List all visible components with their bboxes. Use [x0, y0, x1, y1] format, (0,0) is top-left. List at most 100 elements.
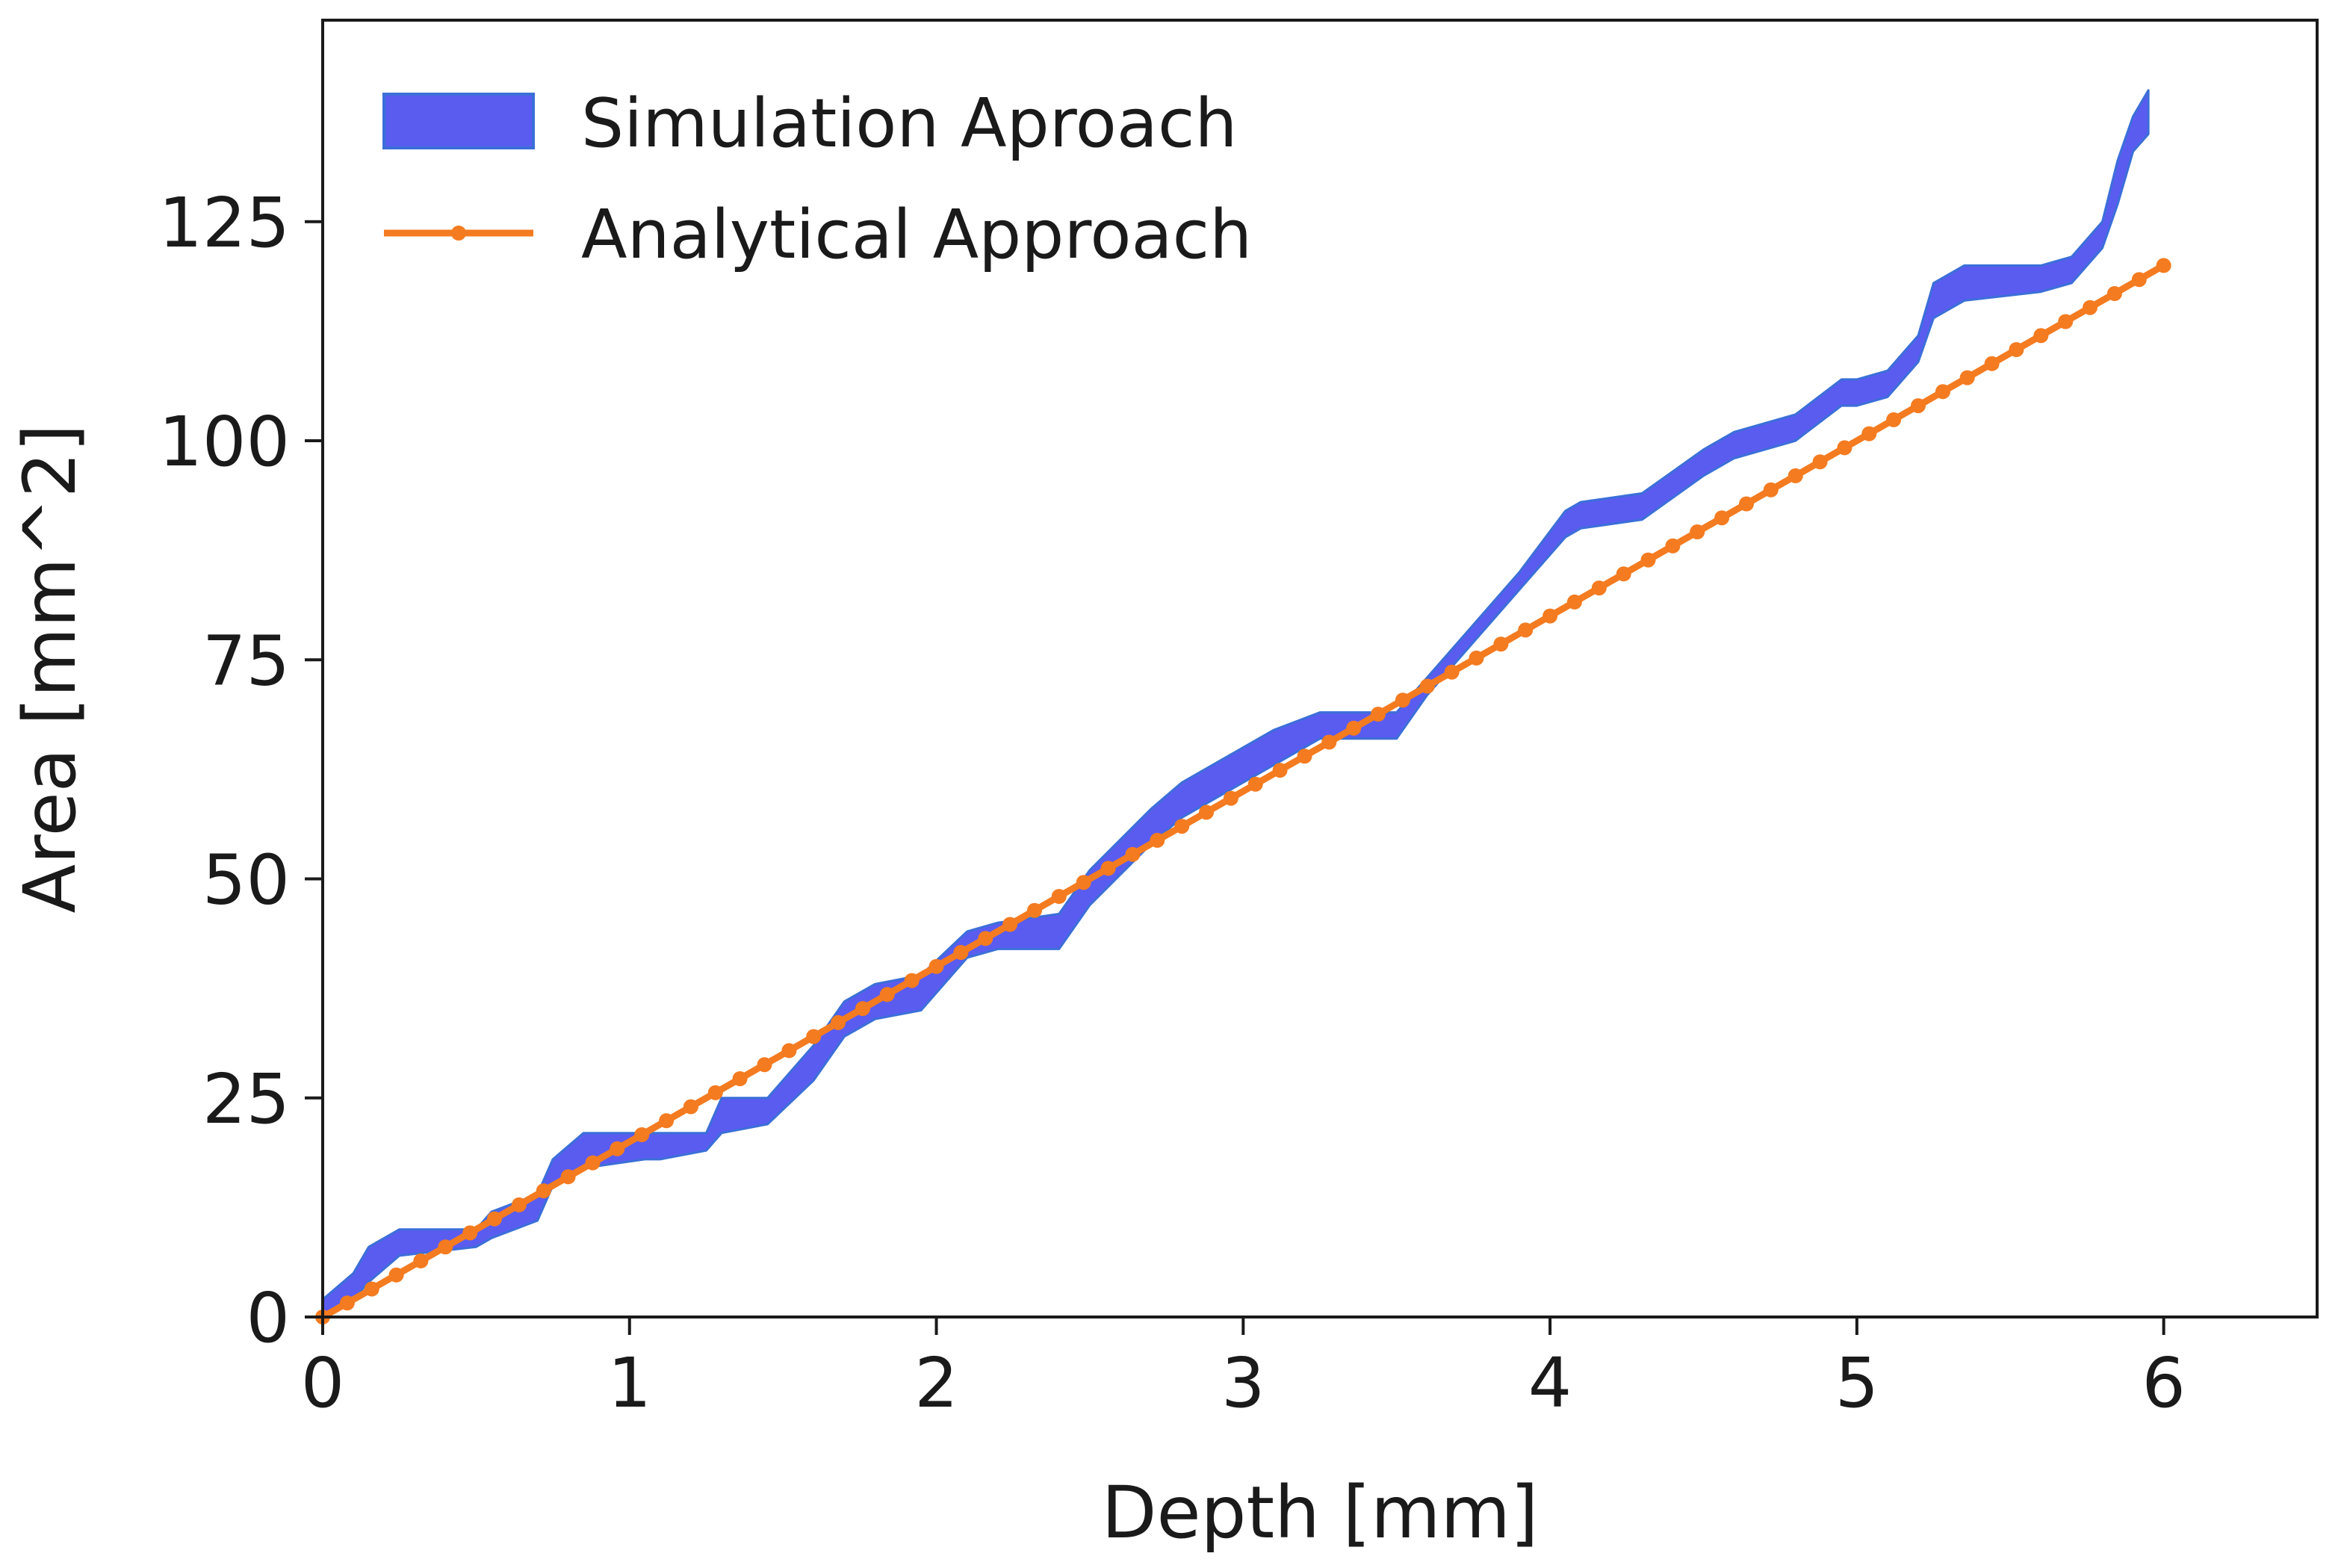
analytical-marker	[1371, 707, 1386, 722]
analytical-marker	[1861, 426, 1877, 441]
analytical-marker	[511, 1197, 527, 1212]
analytical-marker	[2058, 314, 2074, 329]
plot-content	[315, 89, 2171, 1324]
analytical-marker	[757, 1057, 772, 1073]
legend: Simulation Aproach Analytical Approach	[382, 84, 1252, 274]
analytical-marker	[707, 1085, 723, 1100]
analytical-marker	[1566, 594, 1582, 610]
analytical-marker	[1518, 622, 1534, 638]
analytical-marker	[732, 1071, 748, 1086]
analytical-marker	[1959, 370, 1975, 385]
analytical-marker	[1493, 636, 1509, 652]
x-axis-title: Depth [mm]	[1102, 1471, 1539, 1555]
x-axis-ticks: 0 1 2 3 4 5 6	[301, 1317, 2186, 1423]
analytical-marker	[1444, 664, 1460, 680]
analytical-marker	[831, 1014, 846, 1030]
y-tick-label: 0	[246, 1278, 290, 1358]
x-tick-label: 4	[1528, 1343, 1572, 1423]
analytical-marker	[1591, 580, 1607, 596]
analytical-marker	[1788, 468, 1803, 483]
analytical-marker	[1665, 538, 1681, 554]
y-tick-label: 25	[202, 1059, 290, 1139]
analytical-marker	[487, 1211, 502, 1227]
analytical-marker	[928, 958, 944, 974]
analytical-marker	[1076, 875, 1091, 890]
analytical-marker	[1714, 510, 1730, 526]
analytical-marker	[585, 1155, 601, 1171]
analytical-marker	[904, 973, 920, 988]
analytical-marker	[879, 987, 895, 1003]
analytical-marker	[1640, 552, 1656, 568]
analytical-marker	[2033, 328, 2049, 344]
analytical-marker	[339, 1295, 355, 1311]
analytical-marker	[978, 931, 993, 946]
x-tick-label: 6	[2142, 1343, 2186, 1423]
analytical-marker	[536, 1183, 551, 1199]
x-tick-label: 2	[914, 1343, 958, 1423]
analytical-marker	[2131, 272, 2147, 288]
analytical-marker	[1297, 749, 1312, 764]
plot-frame	[321, 19, 2319, 1318]
analytical-marker	[1002, 917, 1018, 932]
analytical-marker	[1027, 902, 1042, 918]
analytical-marker	[1150, 832, 1165, 848]
analytical-marker	[1395, 692, 1410, 708]
analytical-marker	[1543, 608, 1558, 624]
analytical-marker	[1935, 384, 1950, 400]
analytical-marker	[1199, 805, 1214, 820]
analytical-marker	[2156, 258, 2171, 273]
x-tick-label: 0	[301, 1343, 345, 1423]
legend-label-simulation: Simulation Aproach	[581, 84, 1237, 163]
analytical-marker	[1051, 889, 1067, 904]
analytical-marker	[388, 1267, 404, 1283]
analytical-marker	[610, 1141, 625, 1156]
analytical-marker	[659, 1113, 675, 1129]
analytical-marker	[1616, 566, 1631, 582]
analytical-marker	[953, 945, 969, 960]
analytical-marker	[1911, 398, 1926, 414]
analytical-marker	[1321, 734, 1337, 750]
analytical-marker	[1346, 720, 1362, 736]
analytical-marker	[462, 1225, 478, 1241]
analytical-marker	[1837, 440, 1853, 456]
y-tick-label: 125	[158, 183, 290, 263]
analytical-marker	[438, 1239, 453, 1255]
x-tick-label: 5	[1835, 1343, 1879, 1423]
analytical-marker	[1984, 356, 2000, 371]
analytical-marker	[683, 1099, 698, 1115]
analytical-marker	[1739, 496, 1754, 512]
analytical-marker	[2083, 300, 2098, 315]
analytical-marker	[1174, 819, 1190, 834]
legend-swatch-simulation	[382, 93, 535, 149]
analytical-marker	[560, 1169, 576, 1185]
x-tick-label: 1	[607, 1343, 651, 1423]
analytical-marker	[1125, 846, 1141, 862]
analytical-marker	[1469, 650, 1484, 666]
analytical-marker	[806, 1029, 822, 1044]
analytical-marker	[1419, 678, 1435, 694]
analytical-marker	[1812, 454, 1828, 470]
y-axis-ticks: 0 25 50 75 100 125	[158, 183, 323, 1358]
analytical-marker	[855, 1001, 870, 1017]
y-tick-label: 75	[202, 621, 290, 701]
x-tick-label: 3	[1221, 1343, 1265, 1423]
analytical-marker	[781, 1043, 797, 1059]
analytical-marker	[364, 1281, 379, 1297]
y-tick-label: 100	[158, 402, 290, 482]
y-axis-title: Area [mm^2]	[8, 424, 92, 914]
analytical-marker	[2009, 342, 2024, 357]
analytical-marker	[2106, 286, 2122, 301]
analytical-marker	[1100, 861, 1116, 876]
analytical-line	[319, 261, 2168, 1321]
y-tick-label: 50	[202, 840, 290, 920]
analytical-marker	[1247, 776, 1263, 792]
analytical-marker	[1690, 524, 1705, 539]
analytical-marker	[1763, 482, 1779, 498]
analytical-marker	[634, 1127, 650, 1142]
analytical-marker	[1223, 790, 1238, 806]
analytical-marker	[1272, 763, 1288, 778]
legend-label-analytical: Analytical Approach	[581, 196, 1252, 274]
analytical-marker	[1886, 412, 1902, 427]
